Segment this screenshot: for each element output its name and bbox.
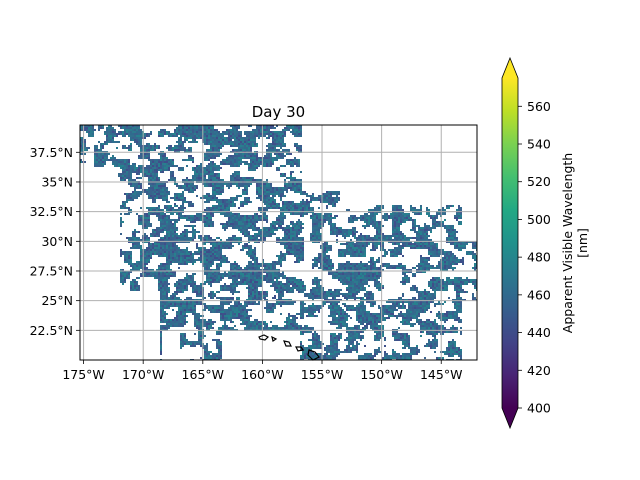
- colorbar-tick-label: 460: [527, 287, 551, 302]
- colorbar-tick-label: 400: [527, 401, 551, 416]
- x-tick-label: 165°W: [182, 367, 224, 382]
- island-oahu: [271, 335, 278, 342]
- map-gridlines: [80, 125, 477, 360]
- x-axis-ticks: 175°W 170°W 165°W 160°W 155°W 150°W 145°W: [62, 360, 462, 382]
- colorbar-outline: [501, 56, 519, 430]
- colorbar-unit: [nm]: [575, 228, 590, 258]
- colorbar-extend-max: [502, 58, 518, 78]
- x-tick-label: 150°W: [360, 367, 402, 382]
- x-tick-label: 175°W: [62, 367, 104, 382]
- colorbar-ticks: 400 420 440 460 480 500 520 540 560: [518, 99, 551, 416]
- y-tick-label: 37.5°N: [30, 145, 73, 160]
- colorbar-tick-label: 440: [527, 325, 551, 340]
- colorbar-extend-min: [502, 408, 518, 428]
- coastline-islands: [258, 334, 320, 361]
- y-tick-label: 22.5°N: [30, 323, 73, 338]
- y-tick-label: 35°N: [41, 174, 73, 189]
- island-maui: [295, 346, 304, 352]
- map-title: Day 30: [252, 103, 305, 121]
- island-hawaii: [307, 349, 320, 361]
- island-kauai: [258, 334, 270, 341]
- island-molokai: [283, 340, 292, 347]
- colorbar-tick-label: 520: [527, 174, 551, 189]
- colorbar: 400 420 440 460 480 500 520 540 560 Apparent Vis…: [501, 56, 590, 430]
- y-tick-label: 32.5°N: [30, 204, 73, 219]
- colorbar-tick-label: 500: [527, 212, 551, 227]
- colorbar-label: Apparent Visible Wavelength: [560, 153, 575, 333]
- y-tick-label: 27.5°N: [30, 263, 73, 278]
- colorbar-tick-label: 420: [527, 363, 551, 378]
- x-tick-label: 145°W: [420, 367, 462, 382]
- y-tick-label: 25°N: [41, 293, 73, 308]
- x-tick-label: 170°W: [122, 367, 164, 382]
- map-frame: [79, 124, 478, 361]
- colorbar-tick-label: 560: [527, 99, 551, 114]
- x-tick-label: 160°W: [241, 367, 283, 382]
- x-tick-label: 155°W: [301, 367, 343, 382]
- colorbar-tick-label: 540: [527, 137, 551, 152]
- colorbar-tick-label: 480: [527, 250, 551, 265]
- map-plot-area: 175°W 170°W 165°W 160°W 155°W 150°W 145°W 22.5…: [30, 124, 478, 382]
- colorbar-gradient: [502, 78, 518, 408]
- y-tick-label: 30°N: [41, 234, 73, 249]
- y-axis-ticks: 22.5°N 25°N 27.5°N 30°N 32.5°N 35°N 37.5°N: [30, 145, 80, 338]
